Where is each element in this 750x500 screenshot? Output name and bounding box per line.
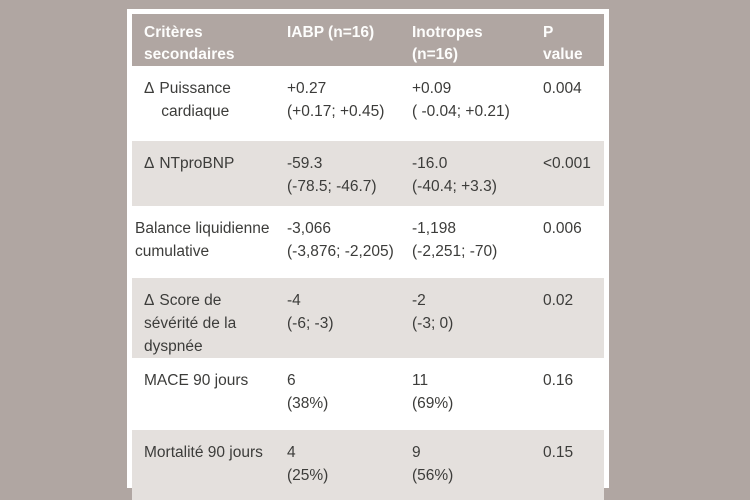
secondary-criteria-table: Critères secondaires IABP (n=16) Inotrop… xyxy=(127,9,609,500)
p-value: 0.006 xyxy=(543,220,582,237)
inotropes-value: -1,198 (-2,251; -70) xyxy=(412,220,498,260)
inotropes-value: +0.09 ( -0.04; +0.21) xyxy=(412,80,510,120)
inotropes-value: -2 (-3; 0) xyxy=(412,292,454,332)
row-label-text: NTproBNP xyxy=(159,155,235,172)
table-row: MACE 90 jours 6 (38%) 11 (69%) 0.16 xyxy=(132,358,604,430)
row-label-text: Puissance cardiaque xyxy=(159,80,231,120)
inotropes-value: 11 (69%) xyxy=(412,372,454,412)
p-value: 0.02 xyxy=(543,292,574,309)
row-label: Δ Score de sévérité de la dyspnée xyxy=(132,278,287,358)
row-label: MACE 90 jours xyxy=(132,358,287,430)
table-row: Mortalité 90 jours 4 (25%) 9 (56%) 0.15 xyxy=(132,430,604,500)
iabp-value: +0.27 (+0.17; +0.45) xyxy=(287,80,385,120)
iabp-value: -3,066 (-3,876; -2,205) xyxy=(287,220,394,260)
table-row: Δ Score de sévérité de la dyspnée -4 (-6;… xyxy=(132,278,604,358)
table-row: Balance liquidienne cumulative -3,066 (-… xyxy=(132,206,604,278)
p-value: 0.004 xyxy=(543,80,582,97)
row-label-text: Mortalité 90 jours xyxy=(144,444,263,461)
iabp-value: -4 (-6; -3) xyxy=(287,292,334,332)
iabp-value: -59.3 (-78.5; -46.7) xyxy=(287,155,377,195)
row-label-text: Balance liquidienne cumulative xyxy=(135,220,270,260)
p-value: <0.001 xyxy=(543,155,591,172)
p-value: 0.15 xyxy=(543,444,574,461)
row-label: Δ NTproBNP xyxy=(132,141,287,206)
table-row: Δ Puissance cardiaque +0.27 (+0.17; +0.45… xyxy=(132,66,604,141)
row-label: Mortalité 90 jours xyxy=(132,430,287,500)
delta-symbol: Δ xyxy=(144,155,155,172)
row-label-text: Score de sévérité de la dyspnée xyxy=(144,292,237,355)
delta-symbol: Δ xyxy=(144,292,155,309)
header-criteria: Critères secondaires xyxy=(144,24,235,63)
inotropes-value: -16.0 (-40.4; +3.3) xyxy=(412,155,497,195)
header-p-value: P value xyxy=(543,24,583,63)
p-value: 0.16 xyxy=(543,372,574,389)
header-iabp: IABP (n=16) xyxy=(287,24,375,41)
iabp-value: 4 (25%) xyxy=(287,444,329,484)
iabp-value: 6 (38%) xyxy=(287,372,329,412)
delta-symbol: Δ xyxy=(144,80,155,97)
row-label-text: MACE 90 jours xyxy=(144,372,249,389)
table-row: Δ NTproBNP -59.3 (-78.5; -46.7) -16.0 (-4… xyxy=(132,141,604,206)
inotropes-value: 9 (56%) xyxy=(412,444,454,484)
row-label: Balance liquidienne cumulative xyxy=(132,206,287,278)
row-label: Δ Puissance cardiaque xyxy=(132,66,287,141)
header-inotropes: Inotropes (n=16) xyxy=(412,24,483,63)
table-header-row: Critères secondaires IABP (n=16) Inotrop… xyxy=(132,14,604,66)
